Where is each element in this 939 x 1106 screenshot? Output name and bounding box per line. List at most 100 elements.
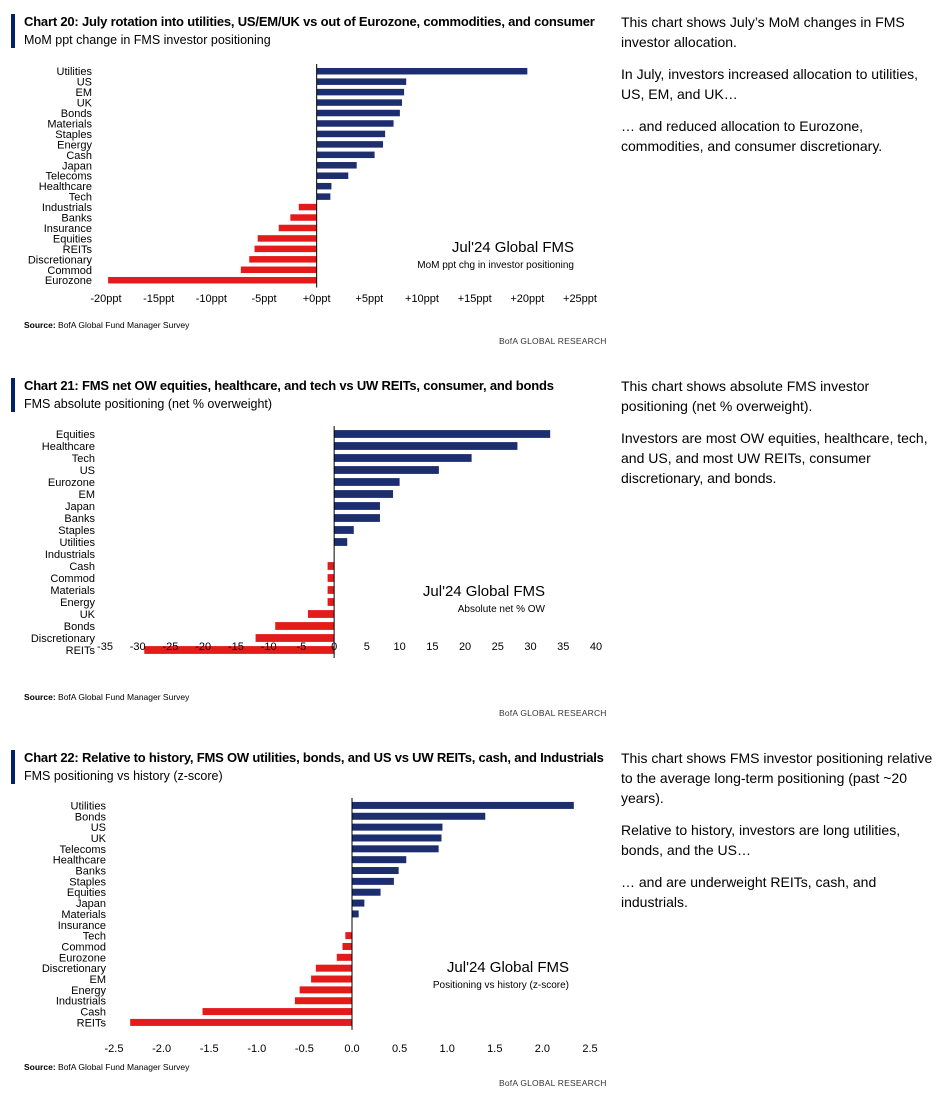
bar-equities	[334, 430, 551, 438]
category-label: Telecoms	[46, 171, 93, 183]
category-label: REITs	[63, 244, 93, 256]
category-label: Materials	[47, 118, 92, 130]
category-label: Tech	[69, 192, 92, 204]
x-tick-label: 5	[364, 641, 370, 653]
x-tick-label: 2.0	[535, 1043, 550, 1055]
chart-section-21: Chart 21: FMS net OW equities, healthcar…	[0, 376, 939, 721]
chart-watermark: Jul'24 Global FMS	[423, 583, 545, 600]
x-tick-label: -1.5	[200, 1043, 219, 1055]
bar-eurozone	[108, 276, 317, 284]
x-tick-label: 25	[492, 641, 504, 653]
chart-section-22: Chart 22: Relative to history, FMS OW ut…	[0, 748, 939, 1098]
bar-tech	[316, 193, 331, 200]
x-tick-label: -20	[195, 641, 211, 653]
category-label: Banks	[64, 513, 95, 525]
title-accent-bar	[11, 14, 15, 48]
chart-watermark-sub: MoM ppt chg in investor positioning	[417, 260, 574, 271]
chart-watermark-sub: Absolute net % OW	[458, 604, 546, 615]
chart-subtitle: MoM ppt change in FMS investor positioni…	[24, 33, 271, 47]
x-tick-label: -35	[97, 641, 113, 653]
category-label: Energy	[60, 597, 95, 609]
source-text: BofA Global Fund Manager Survey	[58, 692, 190, 702]
category-label: Banks	[61, 213, 92, 225]
bar-energy	[327, 598, 335, 606]
bar-banks	[352, 867, 399, 875]
description-paragraph: In July, investors increased allocation …	[621, 66, 918, 102]
x-tick-label: -15	[228, 641, 244, 653]
category-label: US	[91, 822, 106, 834]
bar-us	[316, 78, 407, 85]
category-label: Tech	[83, 931, 106, 943]
bar-discretionary	[315, 964, 352, 972]
title-accent-bar	[11, 750, 15, 784]
category-label: REITs	[66, 645, 96, 657]
category-label: Healthcare	[42, 441, 95, 453]
category-label: Cash	[80, 1007, 106, 1019]
x-tick-label: 40	[590, 641, 602, 653]
x-tick-label: +25ppt	[563, 293, 597, 305]
bar-utilities	[352, 801, 574, 809]
category-label: Cash	[69, 561, 95, 573]
bar-chart: Jul'24 Global FMS Absolute net % OW Equiti…	[31, 426, 602, 658]
bar-uk	[307, 610, 335, 618]
bar-industrials	[298, 203, 317, 211]
category-label: Utilities	[60, 537, 96, 549]
category-label: Cash	[66, 150, 92, 162]
category-label: Staples	[69, 876, 106, 888]
x-tick-label: 1.5	[487, 1043, 502, 1055]
x-tick-label: +20ppt	[510, 293, 544, 305]
bar-equities	[257, 235, 317, 242]
bar-discretionary	[249, 256, 317, 263]
description-paragraph: This chart shows absolute FMS investor p…	[621, 378, 870, 414]
category-label: UK	[77, 98, 93, 110]
x-tick-label: +0ppt	[303, 293, 331, 305]
category-label: Energy	[71, 985, 106, 997]
brand-label: BofA GLOBAL RESEARCH	[499, 336, 607, 346]
x-tick-label: -30	[130, 641, 146, 653]
bar-bonds	[275, 622, 335, 630]
bar-chart: Jul'24 Global FMS Positioning vs history …	[42, 798, 598, 1055]
bar-utilities	[334, 538, 348, 546]
category-label: Japan	[76, 898, 106, 910]
bar-reits	[130, 1018, 352, 1026]
x-tick-label: 30	[524, 641, 536, 653]
bar-banks	[334, 514, 380, 522]
category-label: Materials	[61, 909, 106, 921]
bar-healthcare	[334, 442, 518, 450]
bar-staples	[316, 130, 386, 138]
category-label: Equities	[67, 887, 107, 899]
x-tick-label: -2.5	[105, 1043, 124, 1055]
chart-title: Chart 20: July rotation into utilities, …	[24, 14, 595, 29]
bar-em	[311, 975, 352, 983]
description-paragraph: … and are underweight REITs, cash, and i…	[621, 874, 877, 910]
category-label: Industrials	[56, 996, 107, 1008]
bar-us	[352, 823, 443, 831]
source-label: Source:	[24, 320, 56, 330]
category-label: Commod	[61, 941, 106, 953]
category-label: US	[77, 77, 92, 89]
bar-discretionary	[255, 634, 335, 642]
x-tick-label: +10ppt	[405, 293, 439, 305]
description-paragraph: This chart shows FMS investor positionin…	[621, 750, 933, 806]
category-label: REITs	[77, 1017, 107, 1029]
bar-reits	[144, 646, 335, 654]
chart-subtitle: FMS absolute positioning (net % overweig…	[24, 397, 273, 411]
bar-materials	[327, 586, 335, 594]
bar-em	[316, 88, 405, 96]
category-label: US	[80, 465, 95, 477]
bar-utilities	[316, 67, 528, 75]
bar-healthcare	[316, 182, 332, 190]
bar-japan	[334, 502, 380, 510]
x-tick-label: 35	[557, 641, 569, 653]
x-tick-label: 20	[459, 641, 471, 653]
category-label: Bonds	[75, 811, 107, 823]
category-label: Commod	[47, 265, 92, 277]
bar-japan	[316, 162, 357, 169]
bar-industrials	[294, 997, 352, 1005]
category-label: Industrials	[42, 202, 93, 214]
description-paragraph: … and reduced allocation to Eurozone, co…	[621, 118, 883, 154]
source-text: BofA Global Fund Manager Survey	[58, 1062, 190, 1072]
bar-cash	[316, 151, 375, 159]
bar-eurozone	[334, 478, 400, 486]
bar-tech	[334, 454, 472, 462]
